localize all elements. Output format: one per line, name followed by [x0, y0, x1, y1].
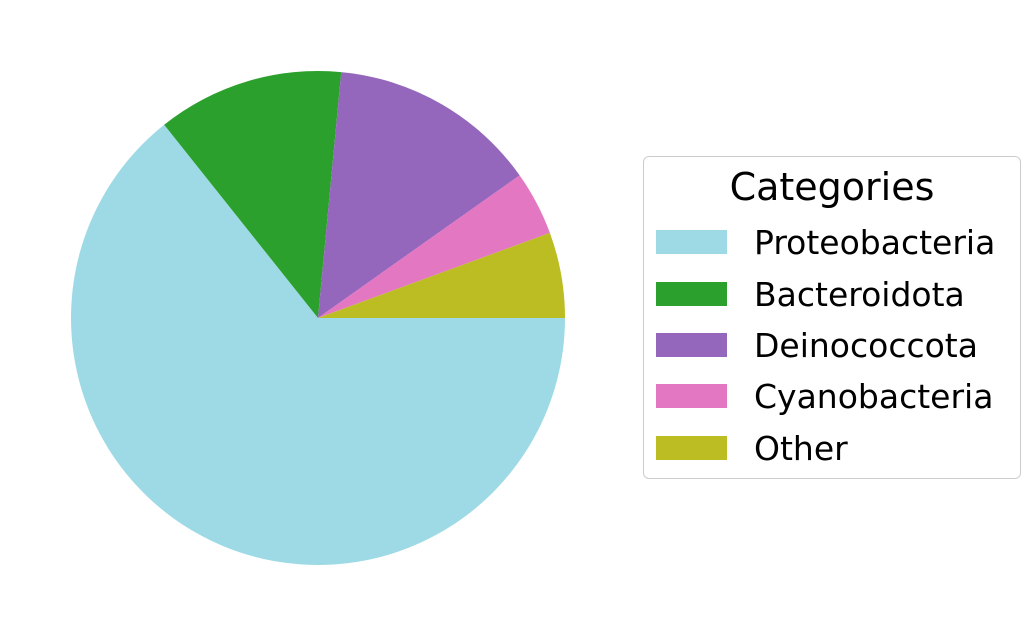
legend-item-cyanobacteria: Cyanobacteria [656, 377, 993, 416]
legend-title: Categories [729, 165, 935, 209]
pie-slice-other [318, 232, 565, 318]
legend: Categories Proteobacteria Bacteroidota D… [643, 156, 1021, 479]
legend-swatch [656, 282, 727, 306]
legend-swatch [656, 436, 727, 460]
legend-item-bacteroidota: Bacteroidota [656, 275, 965, 314]
pie-slice-deinococcota [318, 72, 520, 318]
legend-swatch [656, 230, 727, 254]
legend-swatch [656, 333, 727, 357]
legend-label: Cyanobacteria [754, 376, 994, 416]
pie-slice-proteobacteria [70, 124, 566, 565]
pie-slice-cyanobacteria [318, 175, 550, 318]
legend-label: Bacteroidota [754, 274, 965, 314]
pie-slice-bacteroidota [164, 71, 342, 318]
legend-item-proteobacteria: Proteobacteria [656, 223, 995, 262]
legend-swatch [656, 384, 727, 408]
legend-item-deinococcota: Deinococcota [656, 326, 978, 365]
legend-label: Deinococcota [754, 325, 978, 365]
legend-item-other: Other [656, 429, 848, 468]
legend-label: Other [754, 428, 848, 468]
pie-slices [70, 71, 566, 565]
legend-label: Proteobacteria [754, 222, 996, 262]
